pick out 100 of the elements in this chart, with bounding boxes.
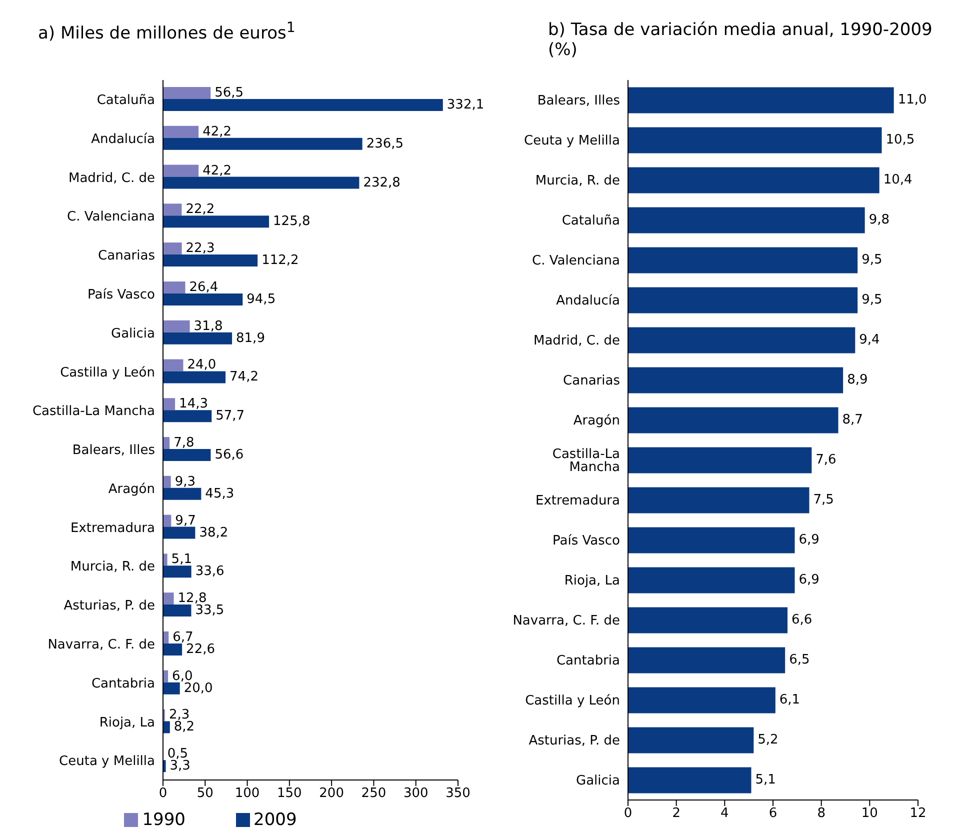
y-tick-label: Murcia, R. de [535, 174, 620, 189]
x-tick-label: 350 [446, 786, 470, 802]
y-tick-label: Extremadura [70, 520, 155, 536]
bar [163, 604, 192, 617]
data-label: 20,0 [184, 680, 213, 696]
bar [163, 176, 360, 189]
data-label: 9,5 [862, 292, 882, 308]
data-label: 57,7 [216, 408, 245, 424]
x-tick-label: 300 [403, 786, 428, 802]
bar [628, 87, 894, 114]
y-tick-label: Cataluña [562, 214, 620, 229]
x-tick-label: 250 [361, 786, 386, 802]
y-tick-label: Asturias, P. de [64, 598, 155, 614]
x-tick-label: 6 [768, 806, 778, 822]
data-label: 81,9 [236, 330, 265, 346]
data-label: 7,8 [174, 436, 194, 450]
y-tick-label: Navarra, C. F. de [512, 614, 620, 629]
bar [163, 437, 170, 449]
y-tick-label: Castilla y León [60, 365, 155, 380]
data-label: 45,3 [205, 486, 234, 502]
x-tick-label: 4 [720, 806, 729, 822]
data-label: 8,2 [174, 720, 195, 735]
x-tick-label: 12 [910, 806, 926, 822]
bar [163, 760, 166, 772]
bar [163, 476, 171, 488]
y-tick-label: Rioja, La [99, 715, 155, 730]
y-tick-label: Aragón [108, 482, 155, 497]
data-label: 94,5 [246, 292, 276, 307]
data-label: 11,0 [898, 92, 927, 108]
bar [628, 287, 858, 314]
x-tick-label: 10 [861, 806, 878, 822]
data-label: 9,5 [862, 252, 882, 268]
data-label: 42,2 [202, 124, 232, 140]
y-tick-label: Andalucía [91, 132, 155, 147]
bar [163, 643, 182, 656]
data-label: 26,4 [189, 280, 218, 295]
x-tick-label: 200 [319, 786, 344, 802]
bar [628, 527, 795, 554]
data-label: 7,5 [813, 492, 834, 508]
y-tick-label: C. Valenciana [532, 254, 620, 269]
bar [163, 721, 170, 734]
data-label: 9,8 [868, 212, 890, 228]
x-tick-label: 0 [624, 806, 632, 822]
data-label: 6,1 [779, 692, 800, 708]
bar [628, 647, 786, 674]
data-label: 7,6 [816, 452, 836, 468]
data-label: 31,8 [194, 318, 223, 334]
x-tick-label: 2 [672, 806, 680, 822]
data-label: 22,3 [186, 241, 215, 256]
bar [163, 526, 196, 539]
bar [163, 359, 184, 372]
bar [628, 127, 882, 154]
data-label: 56,6 [214, 448, 244, 462]
bar [628, 407, 838, 434]
data-label: 22,2 [186, 202, 215, 218]
bar [163, 216, 270, 228]
data-label: 5,2 [758, 732, 778, 748]
data-label: 6,9 [798, 572, 820, 588]
bar [163, 554, 168, 566]
data-label: 56,5 [214, 86, 244, 100]
data-label: 24,0 [187, 358, 216, 373]
bar [163, 566, 192, 578]
bar [628, 607, 788, 634]
bar [628, 167, 880, 194]
data-label: 6,5 [789, 652, 810, 668]
data-label: 8,9 [847, 372, 868, 388]
y-tick-label: Murcia, R. de [70, 560, 155, 575]
bar [163, 87, 211, 99]
bar [628, 247, 858, 274]
y-tick-label: Castilla-La Mancha [32, 404, 155, 420]
y-tick-label: Rioja, La [564, 574, 620, 589]
y-tick-label: Ceuta y Melilla [59, 754, 155, 770]
y-tick-label: Balears, Illes [72, 443, 156, 458]
bar [163, 254, 258, 267]
bar [163, 682, 180, 694]
data-label: 6,9 [798, 532, 820, 548]
data-label: 232,8 [363, 175, 400, 190]
data-label: 38,2 [199, 525, 228, 540]
y-tick-label: Canarias [563, 374, 620, 389]
y-tick-label: Cantabria [556, 654, 620, 669]
data-label: 10,5 [886, 132, 915, 148]
data-label: 42,2 [202, 163, 232, 178]
data-label: 10,4 [883, 172, 912, 188]
data-label: 6,6 [792, 612, 812, 628]
bar [163, 488, 202, 500]
bar [163, 204, 182, 216]
chart-title: b) Tasa de variación media anual, 1990-2009 (%) [547, 19, 934, 60]
bar [163, 371, 226, 384]
y-tick-label: País Vasco [88, 288, 156, 303]
y-tick-label: Castilla-La Mancha [552, 447, 620, 476]
y-tick-label: Madrid, C. de [68, 170, 155, 186]
data-label: 8,7 [842, 412, 863, 428]
y-tick-label: País Vasco [552, 534, 620, 549]
bar [163, 410, 212, 422]
data-label: 9,3 [174, 474, 196, 490]
data-label: 9,4 [859, 332, 880, 348]
chart-title: a) Miles de millones de euros$^{1}$ [37, 19, 296, 46]
data-label: 332,1 [446, 98, 484, 112]
bar [163, 293, 243, 306]
bar [163, 320, 190, 332]
